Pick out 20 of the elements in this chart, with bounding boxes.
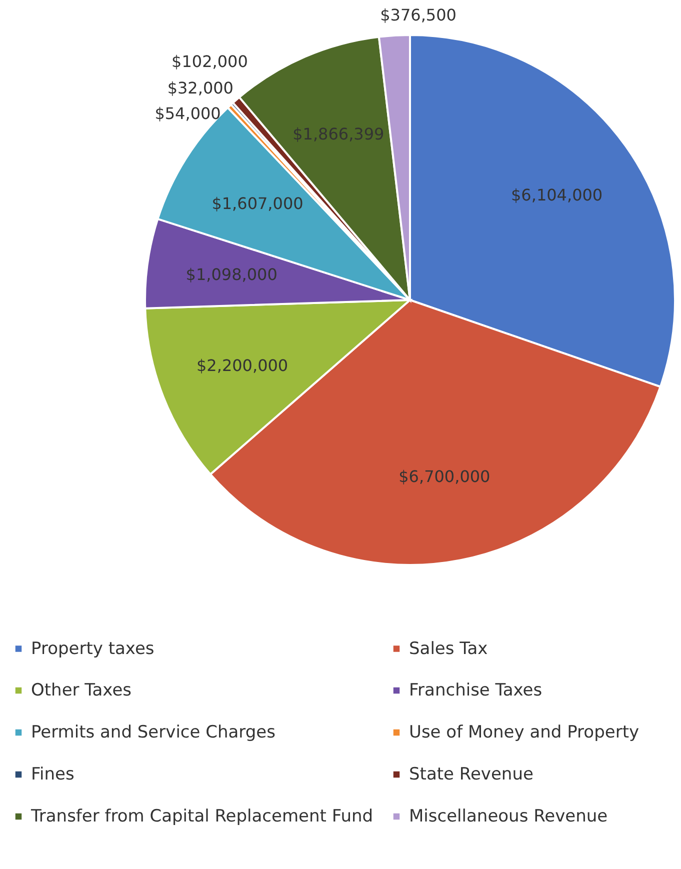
legend-label: State Revenue — [409, 764, 534, 784]
data-label: $2,200,000 — [196, 356, 288, 375]
legend-label: Miscellaneous Revenue — [409, 806, 608, 826]
data-label: $6,104,000 — [511, 185, 603, 204]
legend-label: Use of Money and Property — [409, 722, 640, 742]
legend-label: Sales Tax — [409, 638, 488, 659]
data-label: $32,000 — [167, 78, 234, 98]
data-label: $102,000 — [172, 52, 248, 72]
data-label: $1,866,399 — [292, 124, 384, 144]
data-label: $1,098,000 — [186, 264, 278, 284]
data-label: $6,700,000 — [398, 466, 490, 486]
data-label: $1,607,000 — [212, 194, 304, 214]
data-label: $54,000 — [154, 104, 221, 124]
legend-label: Transfer from Capital Replacement Fund — [30, 806, 374, 826]
legend-label: Fines — [31, 764, 74, 784]
legend-label: Property taxes — [31, 638, 154, 659]
legend-label: Franchise Taxes — [409, 680, 542, 700]
legend-label: Other Taxes — [31, 680, 132, 700]
legend-label: Permits and Service Charges — [31, 722, 276, 742]
data-label: $376,500 — [380, 5, 456, 24]
